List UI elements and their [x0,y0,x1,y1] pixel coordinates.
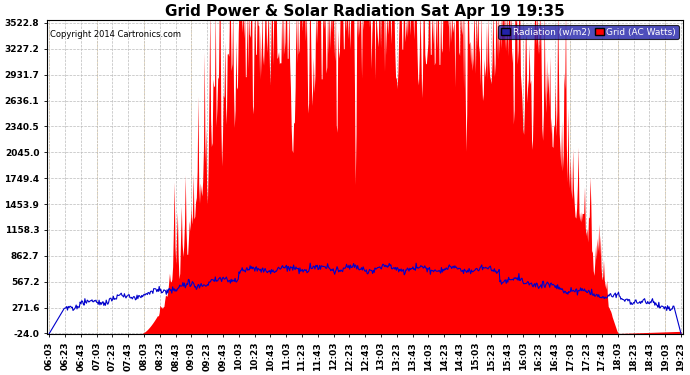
Legend: Radiation (w/m2), Grid (AC Watts): Radiation (w/m2), Grid (AC Watts) [498,25,679,39]
Title: Grid Power & Solar Radiation Sat Apr 19 19:35: Grid Power & Solar Radiation Sat Apr 19 … [165,4,565,19]
Text: Copyright 2014 Cartronics.com: Copyright 2014 Cartronics.com [50,30,181,39]
